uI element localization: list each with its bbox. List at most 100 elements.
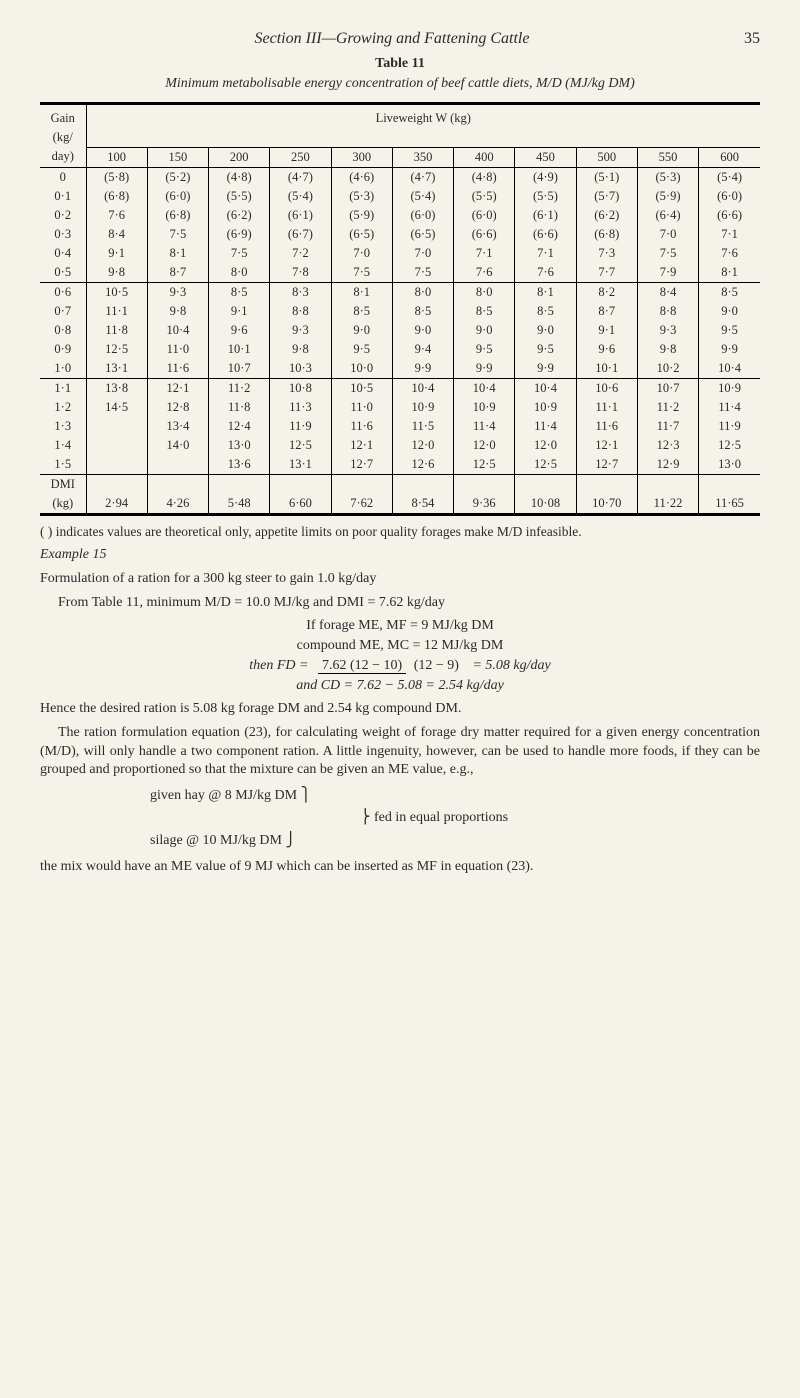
table-cell xyxy=(331,128,392,147)
table-cell: 11·8 xyxy=(86,321,147,340)
table-cell: 350 xyxy=(392,147,453,167)
table-cell xyxy=(454,474,515,494)
table-cell: 7·1 xyxy=(454,244,515,263)
table-cell: 8·7 xyxy=(576,302,637,321)
table-cell: 10·7 xyxy=(637,378,698,398)
table-cell: 11·7 xyxy=(637,417,698,436)
table-cell: 9·1 xyxy=(576,321,637,340)
table-cell: 11·2 xyxy=(637,398,698,417)
table-cell: 10·4 xyxy=(454,378,515,398)
table-cell: 11·9 xyxy=(699,417,760,436)
table-cell: (5·9) xyxy=(637,187,698,206)
table-cell: 11·1 xyxy=(576,398,637,417)
table-cell: 7·1 xyxy=(699,225,760,244)
table-cell: 7·0 xyxy=(392,244,453,263)
table-cell: 9·8 xyxy=(147,302,208,321)
table-cell: 8·5 xyxy=(392,302,453,321)
table-cell: 10·9 xyxy=(392,398,453,417)
table-cell: 7·5 xyxy=(147,225,208,244)
table-cell: 8·0 xyxy=(392,282,453,302)
table-cell xyxy=(86,474,147,494)
table-cell: 400 xyxy=(454,147,515,167)
table-cell xyxy=(270,128,331,147)
table-cell: (4·6) xyxy=(331,167,392,187)
table-cell: (5·9) xyxy=(331,206,392,225)
table-cell: 11·2 xyxy=(209,378,270,398)
table-cell: (6·6) xyxy=(699,206,760,225)
table-cell: 4·26 xyxy=(147,494,208,515)
table-cell xyxy=(86,417,147,436)
table-cell xyxy=(86,128,147,147)
table-cell: 9·1 xyxy=(86,244,147,263)
table-cell: 8·1 xyxy=(699,263,760,283)
table-cell: 10·08 xyxy=(515,494,576,515)
table-cell: (6·6) xyxy=(454,225,515,244)
table-cell: (kg) xyxy=(40,494,86,515)
table-cell: 7·1 xyxy=(515,244,576,263)
table-cell: 250 xyxy=(270,147,331,167)
table-cell: (4·9) xyxy=(515,167,576,187)
table-cell: 12·1 xyxy=(147,378,208,398)
table-cell: 9·0 xyxy=(699,302,760,321)
table-cell: 9·5 xyxy=(699,321,760,340)
table-cell: 13·6 xyxy=(209,455,270,475)
paragraph: the mix would have an ME value of 9 MJ w… xyxy=(40,858,760,876)
table-cell: 12·8 xyxy=(147,398,208,417)
table-cell: 8·8 xyxy=(637,302,698,321)
table-cell: 12·5 xyxy=(270,436,331,455)
table-cell xyxy=(209,474,270,494)
table-cell: (6·7) xyxy=(270,225,331,244)
table-cell: (6·0) xyxy=(392,206,453,225)
table-cell: 12·1 xyxy=(331,436,392,455)
table-label: Table 11 xyxy=(40,56,760,72)
table-cell: 0·4 xyxy=(40,244,86,263)
brace-group: given hay @ 8 MJ/kg DM ⎫ ⎬ fed in equal … xyxy=(150,785,760,852)
table-cell: (6·8) xyxy=(576,225,637,244)
table-cell: 9·8 xyxy=(637,340,698,359)
table-cell xyxy=(637,474,698,494)
table-cell: (5·5) xyxy=(515,187,576,206)
table-cell: 8·5 xyxy=(209,282,270,302)
table-cell: 9·0 xyxy=(454,321,515,340)
table-cell: 9·8 xyxy=(270,340,331,359)
table-cell xyxy=(270,474,331,494)
table-cell: Liveweight W (kg) xyxy=(86,109,760,128)
table-cell: 200 xyxy=(209,147,270,167)
table-cell: DMI xyxy=(40,474,86,494)
table-cell: (5·4) xyxy=(270,187,331,206)
table-cell: 7·6 xyxy=(454,263,515,283)
table-cell: 12·3 xyxy=(637,436,698,455)
table-cell: (5·4) xyxy=(392,187,453,206)
table-cell: 8·8 xyxy=(270,302,331,321)
table-cell: 9·5 xyxy=(515,340,576,359)
table-cell: 0·9 xyxy=(40,340,86,359)
table-cell: 8·3 xyxy=(270,282,331,302)
table-cell xyxy=(699,474,760,494)
table-cell: 0 xyxy=(40,167,86,187)
table-cell: 1·5 xyxy=(40,455,86,475)
table-cell: (5·1) xyxy=(576,167,637,187)
table-cell: 8·5 xyxy=(699,282,760,302)
table-cell: 7·5 xyxy=(331,263,392,283)
table-cell: 13·4 xyxy=(147,417,208,436)
table-cell: 11·65 xyxy=(699,494,760,515)
table-cell xyxy=(86,436,147,455)
table-cell: 7·62 xyxy=(331,494,392,515)
table-cell: 8·2 xyxy=(576,282,637,302)
table-cell: 10·9 xyxy=(515,398,576,417)
table-cell: 150 xyxy=(147,147,208,167)
table-cell: 600 xyxy=(699,147,760,167)
table-cell: 12·1 xyxy=(576,436,637,455)
table-cell: (6·5) xyxy=(392,225,453,244)
table-caption: Minimum metabolisable energy concentrati… xyxy=(40,76,760,92)
table-cell: 10·1 xyxy=(576,359,637,379)
table-cell: 7·6 xyxy=(86,206,147,225)
table-cell: 11·6 xyxy=(147,359,208,379)
table-cell: 8·5 xyxy=(331,302,392,321)
table-cell: 7·7 xyxy=(576,263,637,283)
table-cell: 12·5 xyxy=(86,340,147,359)
table-cell: day) xyxy=(40,147,86,167)
table-cell xyxy=(699,128,760,147)
table-cell: 0·1 xyxy=(40,187,86,206)
table-cell: 12·7 xyxy=(576,455,637,475)
